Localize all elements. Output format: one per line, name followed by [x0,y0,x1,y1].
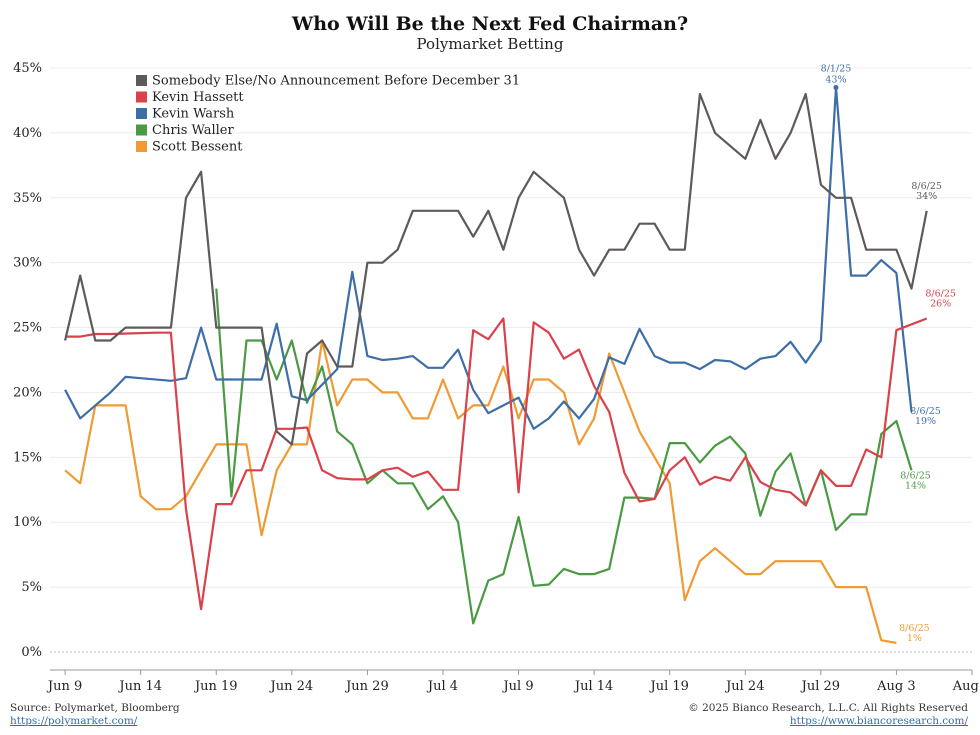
source-note: Source: Polymarket, Bloomberg [10,702,180,714]
legend-label: Scott Bessent [152,140,243,155]
series-line-1 [65,317,928,611]
end-label: 8/6/25 [925,288,956,299]
chart-title: Who Will Be the Next Fed Chairman? [291,13,688,35]
x-tick-label: Jul 24 [724,679,764,694]
x-tick-label: Jun 24 [269,679,314,694]
footer-right: © 2025 Bianco Research, L.L.C. All Right… [688,702,968,728]
series-line-3 [215,288,913,625]
end-label: 14% [905,480,926,491]
y-tick-label: 20% [13,385,42,400]
peak-marker [833,84,839,90]
y-tick-label: 0% [21,645,42,660]
chart-subtitle: Polymarket Betting [417,35,564,53]
end-label: 34% [916,191,937,202]
y-tick-label: 25% [13,321,42,336]
x-tick-label: Aug 8 [952,679,980,694]
footer-left: Source: Polymarket, Bloomberg https://po… [10,702,180,728]
end-label: 19% [915,416,936,427]
x-tick-label: Jul 29 [800,679,840,694]
y-axis: 0% 5% 10% 15% 20% 25% 30% 35% 40% 45% [13,61,42,660]
legend: Somebody Else/No Announcement Before Dec… [136,74,520,155]
line-chart: Who Will Be the Next Fed Chairman? Polym… [13,13,980,694]
y-tick-label: 45% [13,61,42,76]
x-tick-label: Jul 9 [501,679,533,694]
y-tick-label: 40% [13,126,42,141]
legend-label: Kevin Hassett [152,90,244,105]
series-line-4 [64,339,897,644]
end-label: 8/6/25 [900,470,931,481]
peak-label: 8/1/25 [821,63,852,74]
end-label: 26% [930,298,951,309]
series-lines [64,86,928,644]
end-label: 8/6/25 [911,181,942,192]
x-tick-label: Jun 14 [117,679,162,694]
gridlines [50,67,972,653]
website-link[interactable]: https://www.biancoresearch.com/ [789,715,968,727]
legend-label: Chris Waller [152,123,234,138]
x-tick-label: Jul 14 [573,679,613,694]
legend-swatch [136,75,147,86]
legend-swatch [136,108,147,119]
legend-label: Somebody Else/No Announcement Before Dec… [152,74,520,89]
x-tick-label: Jun 29 [344,679,389,694]
legend-swatch [136,141,147,152]
series-line-2 [64,86,913,430]
legend-label: Kevin Warsh [152,107,235,122]
x-tick-label: Jul 19 [648,679,688,694]
legend-swatch [136,124,147,136]
y-tick-label: 10% [13,515,42,530]
x-tick-label: Aug 3 [876,679,916,694]
end-label: 8/6/25 [899,623,930,634]
x-tick-label: Jun 9 [46,679,82,694]
end-label: 1% [907,633,922,644]
peak-label: 43% [825,74,846,85]
end-label: 8/6/25 [910,406,941,417]
annotations: 8/1/2543%8/6/2534%8/6/2526%8/6/2519%8/6/… [821,63,956,643]
x-tick-label: Jul 4 [426,679,458,694]
source-link[interactable]: https://polymarket.com/ [10,715,138,727]
copyright-note: © 2025 Bianco Research, L.L.C. All Right… [688,702,968,714]
y-tick-label: 30% [13,256,42,271]
y-tick-label: 5% [21,580,42,595]
legend-swatch [136,91,147,103]
y-tick-label: 35% [13,191,42,206]
y-tick-label: 15% [13,450,42,465]
series-line-0 [64,92,928,446]
x-axis: Jun 9 Jun 14 Jun 19 Jun 24 Jun 29 Jul 4 Jul 9 J… [46,669,980,694]
x-tick-label: Jun 19 [193,679,238,694]
